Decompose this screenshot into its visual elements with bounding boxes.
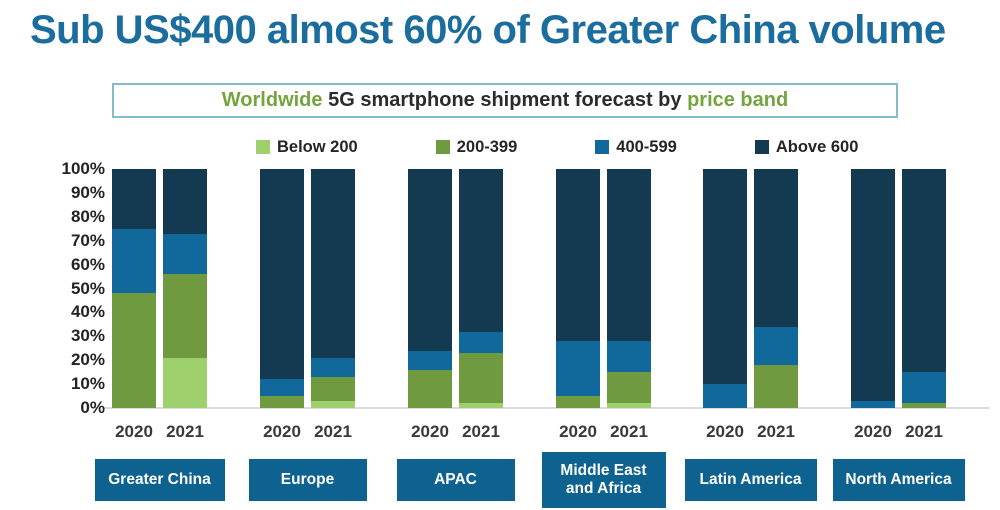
bar-segment-400-599 (260, 379, 304, 397)
subtitle-middle: 5G smartphone shipment forecast by (322, 89, 688, 111)
bar-segment-400-599 (703, 384, 747, 408)
y-axis-tick: 60% (70, 254, 105, 274)
page-title: Sub US$400 almost 60% of Greater China v… (30, 8, 946, 52)
legend-label: Above 600 (775, 137, 859, 156)
legend-swatch-400-599 (595, 140, 610, 154)
x-axis-year-label: 2021 (905, 422, 943, 441)
legend-swatch-below-200 (256, 140, 270, 154)
bar-segment-200-399 (311, 376, 355, 401)
y-axis-tick: 0% (80, 398, 105, 417)
y-axis-tick: 30% (70, 326, 105, 346)
bar-segment-below-200 (163, 357, 207, 408)
bar-segment-400-599 (459, 331, 503, 354)
x-axis-year-label: 2020 (854, 422, 892, 441)
bar-segment-200-399 (260, 396, 304, 408)
legend-item-above-600: Above 600 (754, 137, 859, 157)
region-label-apac: APAC (396, 459, 515, 501)
bar-segment-above-600 (902, 169, 946, 373)
bar-segment-400-599 (112, 228, 156, 294)
stacked-bar-greater-china-2020 (112, 169, 156, 408)
x-axis-year-label: 2021 (610, 422, 648, 441)
legend-swatch-200-399 (435, 140, 450, 154)
y-axis-tick: 10% (70, 374, 105, 394)
legend-item-below-200: Below 200 (256, 138, 358, 157)
bar-segment-200-399 (556, 396, 600, 408)
y-axis-tick: 100% (61, 159, 105, 178)
bar-segment-200-399 (112, 293, 156, 408)
bar-segment-above-600 (703, 169, 747, 385)
subtitle-price-band: price band (687, 89, 789, 111)
stacked-bar-latin-america-2021 (754, 169, 798, 408)
bar-segment-200-399 (163, 274, 207, 358)
stacked-bar-greater-china-2021 (163, 169, 207, 408)
x-axis-year-label: 2020 (411, 422, 449, 441)
bar-segment-below-200 (607, 403, 651, 408)
bar-segment-400-599 (851, 400, 895, 408)
y-axis-tick: 40% (70, 302, 105, 322)
bar-segment-above-600 (556, 169, 600, 342)
bar-segment-above-600 (112, 169, 156, 229)
legend-item-200-399: 200-399 (435, 137, 518, 157)
x-axis-year-label: 2020 (263, 422, 301, 441)
bar-segment-above-600 (408, 169, 452, 351)
x-axis-year-label: 2021 (166, 422, 204, 441)
bar-segment-above-600 (754, 169, 798, 327)
stacked-bar-apac-2020 (408, 169, 452, 408)
bar-segment-400-599 (607, 341, 651, 373)
stacked-bar-middle-east-and-africa-2021 (607, 169, 651, 408)
bar-segment-above-600 (163, 169, 207, 234)
bar-segment-400-599 (902, 372, 946, 404)
x-axis-year-label: 2021 (462, 422, 500, 441)
bar-segment-400-599 (556, 341, 600, 397)
x-axis-year-label: 2021 (314, 422, 352, 441)
stacked-bar-latin-america-2020 (703, 169, 747, 408)
stacked-bar-north-america-2021 (902, 169, 946, 408)
x-axis-year-label: 2020 (115, 422, 153, 441)
x-axis-baseline (104, 407, 990, 409)
bar-segment-200-399 (408, 369, 452, 408)
stacked-bar-north-america-2020 (851, 169, 895, 408)
bar-segment-400-599 (163, 233, 207, 275)
stacked-bar-apac-2021 (459, 169, 503, 408)
region-label-middle-east-and-africa: Middle East and Africa (541, 452, 666, 508)
region-label-latin-america: Latin America (684, 459, 817, 501)
stacked-bar-europe-2020 (260, 169, 304, 408)
y-axis-tick: 20% (70, 350, 105, 370)
legend-label: 200-399 (456, 137, 518, 156)
bar-segment-above-600 (459, 169, 503, 332)
bar-segment-400-599 (408, 350, 452, 370)
bar-segment-400-599 (754, 326, 798, 365)
x-axis-year-label: 2020 (559, 422, 597, 441)
bar-segment-above-600 (311, 169, 355, 358)
region-label-north-america: North America (832, 459, 965, 501)
stacked-bar-europe-2021 (311, 169, 355, 408)
bar-segment-200-399 (902, 403, 946, 408)
bar-segment-200-399 (754, 364, 798, 408)
bar-segment-above-600 (851, 169, 895, 401)
bar-segment-below-200 (459, 403, 503, 408)
y-axis-tick: 70% (70, 230, 105, 250)
subtitle-worldwide: Worldwide (221, 89, 323, 111)
bar-segment-400-599 (311, 357, 355, 377)
bar-segment-below-200 (311, 400, 355, 408)
stacked-bar-middle-east-and-africa-2020 (556, 169, 600, 408)
bar-segment-200-399 (459, 353, 503, 404)
y-axis-tick: 50% (70, 278, 105, 298)
region-label-greater-china: Greater China (94, 459, 225, 501)
legend-swatch-above-600 (754, 140, 769, 154)
legend-label: 400-599 (616, 137, 677, 156)
bar-segment-200-399 (607, 372, 651, 404)
legend-label: Below 200 (277, 137, 358, 156)
x-axis-year-label: 2020 (706, 422, 744, 441)
region-label-europe: Europe (248, 459, 367, 501)
y-axis-tick: 80% (70, 206, 105, 226)
bar-segment-above-600 (607, 169, 651, 342)
chart-subtitle-box: Worldwide 5G smartphone shipment forecas… (112, 83, 898, 118)
bar-segment-above-600 (260, 169, 304, 380)
y-axis-tick: 90% (70, 182, 105, 202)
legend: Below 200 200-399 400-599 Above 600 (256, 136, 858, 158)
x-axis-year-label: 2021 (757, 422, 795, 441)
legend-item-400-599: 400-599 (595, 138, 677, 157)
